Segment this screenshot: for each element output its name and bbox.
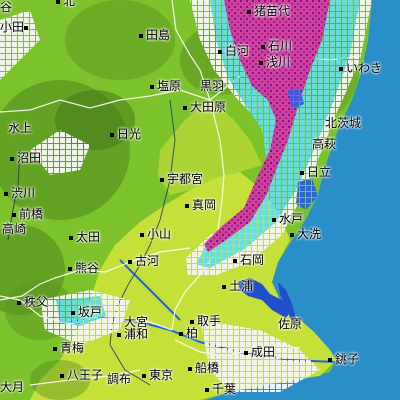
- lake-kitaura: [278, 282, 296, 322]
- city-label-hitachi: 日立: [300, 165, 331, 179]
- echo-cyan-sakado: [56, 296, 106, 326]
- city-label-shibukawa: 渋川: [4, 186, 35, 200]
- city-label-oyama: 小山: [140, 227, 171, 241]
- echo-light-se: [200, 320, 320, 392]
- city-label-ota: 太田: [69, 230, 100, 244]
- city-label-urawa: 浦和: [117, 327, 148, 341]
- city-label-maebashi: 前橋: [12, 207, 43, 221]
- city-label-funabashi: 船橋: [188, 361, 219, 375]
- city-label-chofu: 調布: [107, 372, 132, 386]
- city-label-koga: 古河: [128, 254, 159, 268]
- echo-blue-north: [288, 88, 304, 110]
- lake-kasumigaura: [238, 278, 290, 318]
- city-label-shiobara: 塩原: [150, 79, 181, 93]
- city-label-tsuchiura: 土浦: [222, 279, 253, 293]
- city-label-takahagi: 高萩: [312, 137, 337, 151]
- city-label-sawara: 佐原: [278, 317, 303, 331]
- city-label-ishikawa: 石川: [261, 39, 292, 53]
- city-label-omiya: 大宮: [124, 315, 149, 329]
- city-label-kurobane: 黒羽: [200, 79, 225, 93]
- city-label-otawara: 大田原: [183, 100, 226, 114]
- city-label-narita: 成田: [244, 345, 275, 359]
- railways: [7, 99, 176, 386]
- city-label-mito: 水戸: [272, 212, 303, 226]
- precipitation-echo: [0, 0, 372, 392]
- city-label-tani: 谷: [0, 0, 13, 14]
- echo-light-west: [30, 130, 90, 175]
- city-label-takasaki: 高崎: [2, 222, 27, 236]
- city-label-kitaibaraki: 北茨城: [325, 116, 362, 130]
- city-label-moka: 真岡: [185, 198, 216, 212]
- city-label-ishioka: 石岡: [233, 253, 264, 267]
- city-label-kashiwa: 柏: [179, 326, 198, 340]
- city-label-utsunomiya: 宇都宮: [160, 172, 203, 186]
- echo-magenta-band: [204, 0, 330, 252]
- city-label-shirakawa: 白河: [218, 44, 249, 58]
- city-label-chichibu: 秩父: [17, 295, 48, 309]
- city-label-hachioji: 八王子: [60, 368, 103, 382]
- city-label-oume: 青梅: [53, 341, 84, 355]
- city-label-asakawa: 浅川: [259, 55, 290, 69]
- city-label-numata: 沼田: [10, 151, 41, 165]
- city-label-sakado: 坂戸: [71, 305, 102, 319]
- city-label-tajima: 田島: [139, 28, 170, 42]
- city-label-otsuki: 大月: [0, 380, 25, 394]
- echo-light-nw: [0, 10, 40, 80]
- city-label-kita: 北: [56, 0, 75, 8]
- city-label-iwaki: いわき: [339, 61, 382, 75]
- lowland-north: [158, 100, 262, 195]
- city-label-oda: 小田: [0, 20, 31, 34]
- city-label-choshi: 銚子: [328, 352, 359, 366]
- city-label-mizukami: 水上: [8, 121, 33, 135]
- city-label-inawashiro: 猪苗代: [247, 4, 290, 18]
- city-label-toride: 取手: [190, 314, 221, 328]
- city-label-nikko: 日光: [110, 127, 141, 141]
- city-label-chiba: 千葉: [205, 382, 236, 396]
- city-label-tokyo: 東京: [142, 368, 173, 382]
- echo-blue-hitachi: [296, 178, 318, 210]
- city-label-oarai: 大洗: [290, 227, 321, 241]
- city-label-kumagaya: 熊谷: [68, 261, 99, 275]
